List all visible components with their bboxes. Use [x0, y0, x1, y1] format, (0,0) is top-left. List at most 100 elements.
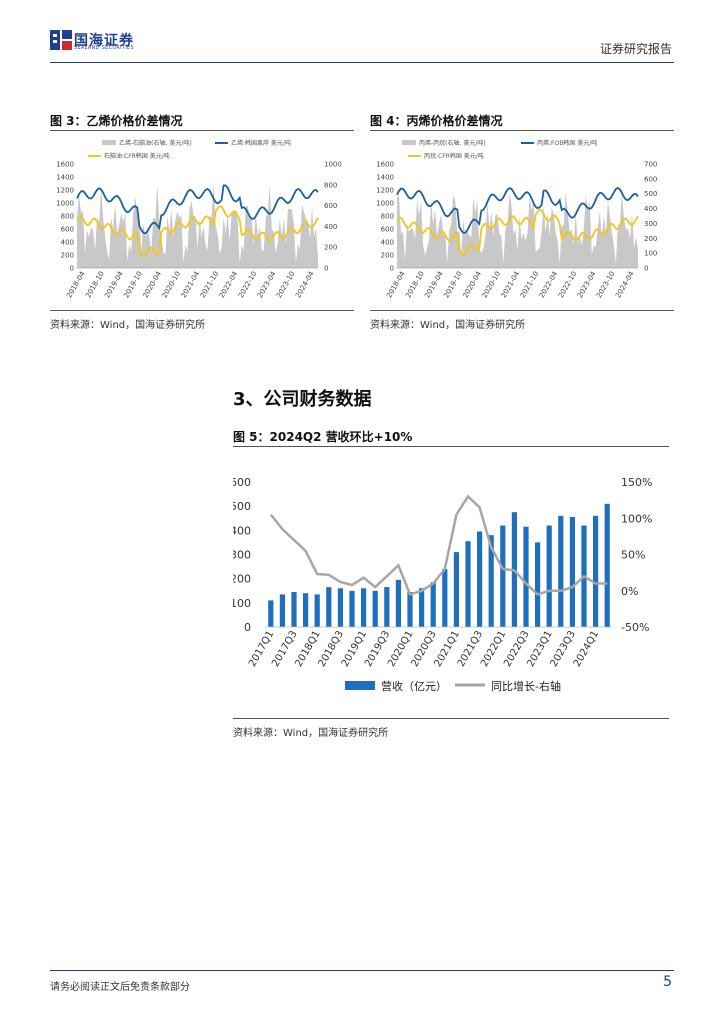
figure4-legend-2: 丙烯:FOB韩国 美元/吨: [537, 139, 597, 147]
figure5-bar: [523, 526, 529, 627]
figure5-bar: [488, 535, 494, 627]
figure5-bar: [442, 569, 448, 627]
figure5-yleft-tick: 300: [233, 549, 251, 562]
figure5-legend-bar: 营收（亿元）: [381, 679, 447, 693]
f3-yleft-tick: 1000: [56, 200, 74, 208]
figure5-yright-tick: 0%: [621, 585, 638, 598]
figure5-yright-tick: 100%: [621, 512, 652, 525]
footer-disclaimer: 请务必阅读正文后免责条款部分: [50, 982, 190, 993]
f3-yright-tick: 1000: [324, 161, 342, 169]
f4-yright-tick: 0: [644, 265, 648, 273]
f4-yright-tick: 700: [644, 161, 657, 169]
f3-yleft-tick: 200: [61, 252, 74, 260]
figure5-bar: [407, 592, 413, 627]
f3-yright-tick: 400: [324, 223, 337, 231]
logo-subtext: SEALAND SECURITIES: [74, 45, 134, 51]
figure3-legend-1: 乙烯-石脑油(右轴, 美元/吨): [119, 139, 192, 147]
figure5-legend-line: 同比增长-右轴: [491, 679, 561, 693]
figure5-yleft-tick: 500: [233, 500, 251, 513]
figure5-bar: [604, 503, 610, 628]
figure5-yleft-tick: 600: [233, 476, 251, 489]
f3-yleft-tick: 800: [61, 213, 74, 221]
f3-yleft-tick: 1600: [56, 161, 74, 169]
figure4-top-rule: [370, 130, 674, 131]
figure5-bar: [546, 525, 552, 627]
f4-yleft-tick: 400: [381, 239, 394, 247]
f4-yleft-tick: 1200: [376, 187, 394, 195]
figure3-bottom-rule: [50, 310, 354, 311]
f4-yleft-tick: 1600: [376, 161, 394, 169]
figure5-yleft-tick: 100: [233, 597, 251, 610]
f4-yleft-tick: 1400: [376, 174, 394, 182]
f4-yright-tick: 200: [644, 235, 657, 243]
figure4-chart: 丙烯-丙烷(右轴, 美元/吨) 丙烯:FOB韩国 美元/吨 丙烷:CFR韩国 美…: [376, 139, 657, 300]
figure5-bar: [558, 515, 564, 627]
figure3-chart: 乙烯-石脑油(右轴, 美元/吨) 乙烯:韩国离岸 美元/吨 石脑油:CFR韩国 …: [56, 139, 342, 300]
figure5-yright-tick: 50%: [621, 549, 645, 562]
report-type: 证券研究报告: [599, 42, 672, 56]
f3-yright-tick: 800: [324, 181, 337, 189]
figure3-title: 图 3：乙烯价格价差情况: [50, 114, 183, 128]
figure5-yleft-tick: 0: [244, 621, 251, 634]
figure5-bar: [593, 515, 599, 627]
f4-yleft-tick: 0: [390, 265, 394, 273]
figure5-bar: [303, 593, 309, 627]
figure3-legend-3: 石脑油:CFR韩国 美元/吨: [104, 152, 170, 160]
f3-yleft-tick: 1200: [56, 187, 74, 195]
figure4-legend-3: 丙烷:CFR韩国 美元/吨: [424, 152, 484, 160]
logo-icon: [50, 30, 72, 50]
figure5-bar: [395, 579, 401, 627]
figure3-source: 资料来源：Wind，国海证券研究所: [50, 320, 206, 331]
figure5-bar: [372, 590, 378, 628]
figure5-bar: [268, 600, 274, 627]
f3-yleft-tick: 600: [61, 226, 74, 234]
f4-yleft-tick: 1000: [376, 200, 394, 208]
figure5-bar: [430, 582, 436, 627]
figure4-source: 资料来源：Wind，国海证券研究所: [370, 320, 526, 331]
f4-yright-tick: 100: [644, 250, 657, 258]
f3-yright-tick: 200: [324, 244, 337, 252]
figure5-bar: [337, 588, 343, 627]
f4-yleft-tick: 800: [381, 213, 394, 221]
f4-yleft-tick: 600: [381, 226, 394, 234]
f4-yleft-tick: 200: [381, 252, 394, 260]
figure5-bar: [419, 588, 425, 627]
figure5-bar: [349, 590, 355, 628]
f3-yleft-tick: 1400: [56, 174, 74, 182]
figure5-growth-line: [269, 494, 608, 596]
figure5-bar: [314, 594, 320, 627]
figure5-bar: [291, 592, 297, 627]
figure5-source: 资料来源：Wind，国海证券研究所: [233, 728, 389, 739]
figure5-bar: [453, 552, 459, 627]
f4-yright-tick: 400: [644, 205, 657, 213]
figure5-bar: [326, 587, 332, 627]
f4-yright-tick: 300: [644, 220, 657, 228]
figure5-bar: [465, 541, 471, 627]
figure4-title: 图 4：丙烯价格价差情况: [370, 114, 503, 128]
figure5-yleft-tick: 400: [233, 524, 251, 537]
figure4-legend-1: 丙烯-丙烷(右轴, 美元/吨): [419, 139, 486, 147]
f4-xtick: 2024-04: [614, 270, 636, 300]
figure5-yright-tick: 150%: [621, 476, 652, 489]
header-divider: [50, 62, 674, 63]
figure5-bar: [384, 587, 390, 627]
figure5-title: 图 5：2024Q2 营收环比+10%: [233, 430, 413, 444]
figure5-bar: [500, 525, 506, 627]
figure3-top-rule: [50, 130, 354, 131]
figure5-yleft-tick: 200: [233, 573, 251, 586]
figure5-bar: [535, 542, 541, 627]
f4-yright-tick: 600: [644, 175, 657, 183]
figure5-bar: [361, 588, 367, 627]
figure5-bottom-rule: [233, 718, 669, 719]
figure5-top-rule: [233, 446, 669, 447]
f4-yright-tick: 500: [644, 190, 657, 198]
section-title: 3、公司财务数据: [233, 389, 372, 410]
figure5-yright-tick: -50%: [621, 621, 649, 634]
f3-yright-tick: 600: [324, 202, 337, 210]
figure5-bar: [477, 531, 483, 627]
logo-text: 国海证券: [74, 33, 134, 49]
figure4-bottom-rule: [370, 310, 674, 311]
f3-xtick: 2024-04: [294, 270, 316, 300]
page-number: 5: [663, 974, 672, 990]
